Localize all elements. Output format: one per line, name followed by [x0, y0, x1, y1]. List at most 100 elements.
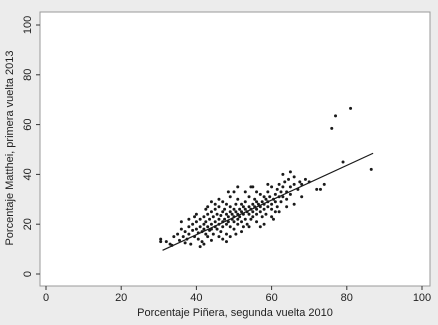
y-tick-label: 80 — [22, 69, 34, 81]
data-point — [249, 185, 253, 189]
data-point — [240, 220, 244, 224]
data-point — [213, 202, 217, 206]
data-point — [219, 230, 223, 234]
data-point — [298, 180, 302, 184]
x-axis-label: Porcentaje Piñera, segunda vuelta 2010 — [137, 307, 333, 319]
data-point — [270, 215, 274, 219]
data-point — [202, 222, 206, 226]
data-point — [189, 242, 193, 246]
data-point — [277, 210, 281, 214]
data-point — [270, 202, 274, 206]
x-tick-label: 20 — [115, 292, 127, 304]
data-point — [285, 197, 289, 201]
data-point — [204, 207, 208, 211]
x-tick-label: 80 — [341, 292, 353, 304]
data-point — [194, 212, 198, 216]
data-point — [255, 207, 259, 211]
data-point — [245, 222, 249, 226]
data-point — [204, 220, 208, 224]
data-point — [255, 220, 259, 224]
data-point — [179, 227, 183, 231]
data-point — [292, 182, 296, 186]
data-point — [270, 207, 274, 211]
data-point — [232, 207, 236, 211]
data-point — [176, 232, 180, 236]
data-point — [241, 225, 245, 229]
axes: 0 20 40 60 80 100 0 20 40 60 80 100 — [22, 16, 431, 304]
data-point — [183, 230, 187, 234]
data-point — [206, 235, 210, 239]
data-point — [232, 190, 236, 194]
data-point — [303, 177, 307, 181]
data-point — [273, 210, 277, 214]
data-point — [191, 222, 195, 226]
fit-line — [162, 152, 374, 251]
data-point — [251, 210, 255, 214]
data-point — [211, 232, 215, 236]
data-point — [221, 210, 225, 214]
data-point — [230, 212, 234, 216]
data-point — [232, 227, 236, 231]
data-point — [213, 220, 217, 224]
data-point — [241, 205, 245, 209]
data-point — [243, 207, 247, 211]
data-point — [202, 215, 206, 219]
data-point — [369, 167, 373, 171]
data-point — [341, 160, 345, 164]
data-point — [226, 215, 230, 219]
data-point — [266, 190, 270, 194]
data-point — [232, 220, 236, 224]
data-point — [275, 205, 279, 209]
data-point — [236, 197, 240, 201]
data-point — [258, 192, 262, 196]
data-point — [260, 215, 264, 219]
data-point — [240, 202, 244, 206]
data-point — [206, 225, 210, 229]
data-point — [221, 225, 225, 229]
data-point — [281, 172, 285, 176]
data-point — [208, 217, 212, 221]
data-point — [198, 245, 202, 249]
data-point — [238, 215, 242, 219]
y-tick-label: 60 — [22, 118, 34, 130]
data-point — [330, 126, 334, 130]
data-point — [164, 240, 168, 244]
data-point — [253, 197, 257, 201]
data-point — [255, 200, 259, 204]
data-point — [223, 207, 227, 211]
data-point — [236, 185, 240, 189]
data-point — [224, 222, 228, 226]
data-point — [240, 230, 244, 234]
data-point — [224, 232, 228, 236]
data-point — [194, 227, 198, 231]
data-point — [255, 212, 259, 216]
data-point — [204, 232, 208, 236]
data-point — [283, 180, 287, 184]
data-point — [209, 238, 213, 242]
data-point — [234, 202, 238, 206]
data-point — [322, 182, 326, 186]
y-axis-label: Porcentaje Matthei, primera vuelta 2013 — [4, 50, 16, 245]
data-point — [262, 195, 266, 199]
data-point — [209, 200, 213, 204]
data-point — [219, 213, 223, 217]
data-point — [249, 217, 253, 221]
data-point — [228, 235, 232, 239]
data-point — [177, 238, 181, 242]
y-tick-label: 0 — [22, 271, 34, 277]
data-point — [234, 232, 238, 236]
data-point — [243, 200, 247, 204]
data-point — [200, 240, 204, 244]
data-point — [247, 212, 251, 216]
data-point — [228, 225, 232, 229]
data-point — [268, 195, 272, 199]
data-point — [215, 227, 219, 231]
data-point — [193, 215, 197, 219]
data-point — [224, 212, 228, 216]
data-point — [264, 212, 268, 216]
x-tick-label: 60 — [265, 292, 277, 304]
data-point — [287, 177, 291, 181]
data-point — [318, 187, 322, 191]
